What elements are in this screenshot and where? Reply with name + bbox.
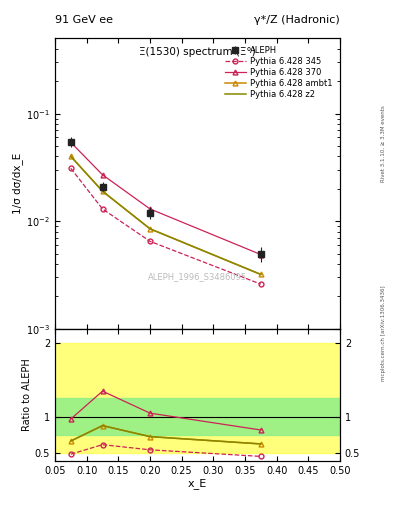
Pythia 6.428 370 <box>68 139 73 145</box>
Y-axis label: 1/σ dσ/dx_E: 1/σ dσ/dx_E <box>13 153 24 214</box>
Text: ALEPH_1996_S3486095: ALEPH_1996_S3486095 <box>148 272 247 281</box>
Text: 91 GeV ee: 91 GeV ee <box>55 14 113 25</box>
Pythia 6.428 z2 <box>148 226 152 232</box>
Pythia 6.428 z2 <box>100 188 105 194</box>
Bar <box>55 398 340 435</box>
Pythia 6.428 z2 <box>68 154 73 160</box>
Line: Pythia 6.428 z2: Pythia 6.428 z2 <box>71 157 261 274</box>
Pythia 6.428 345 <box>68 165 73 172</box>
Legend: ALEPH, Pythia 6.428 345, Pythia 6.428 370, Pythia 6.428 ambt1, Pythia 6.428 z2: ALEPH, Pythia 6.428 345, Pythia 6.428 37… <box>222 42 336 102</box>
Line: Pythia 6.428 370: Pythia 6.428 370 <box>68 140 263 257</box>
Line: Pythia 6.428 345: Pythia 6.428 345 <box>68 166 263 287</box>
Pythia 6.428 370 <box>259 251 263 258</box>
Text: Ξ(1530) spectrum (Ξ°): Ξ(1530) spectrum (Ξ°) <box>139 47 256 57</box>
Pythia 6.428 345 <box>100 206 105 212</box>
Pythia 6.428 ambt1 <box>100 188 105 194</box>
Pythia 6.428 370 <box>100 172 105 178</box>
X-axis label: x_E: x_E <box>188 478 207 489</box>
Text: Rivet 3.1.10, ≥ 3.3M events: Rivet 3.1.10, ≥ 3.3M events <box>381 105 386 182</box>
Pythia 6.428 370 <box>148 206 152 212</box>
Pythia 6.428 ambt1 <box>148 226 152 232</box>
Line: Pythia 6.428 ambt1: Pythia 6.428 ambt1 <box>68 154 263 277</box>
Pythia 6.428 345 <box>148 238 152 244</box>
Pythia 6.428 ambt1 <box>68 154 73 160</box>
Pythia 6.428 ambt1 <box>259 271 263 278</box>
Pythia 6.428 z2 <box>259 271 263 278</box>
Pythia 6.428 345 <box>259 281 263 287</box>
Bar <box>55 344 340 454</box>
Text: γ*/Z (Hadronic): γ*/Z (Hadronic) <box>254 14 340 25</box>
Text: mcplots.cern.ch [arXiv:1306.3436]: mcplots.cern.ch [arXiv:1306.3436] <box>381 285 386 380</box>
Y-axis label: Ratio to ALEPH: Ratio to ALEPH <box>22 358 32 431</box>
